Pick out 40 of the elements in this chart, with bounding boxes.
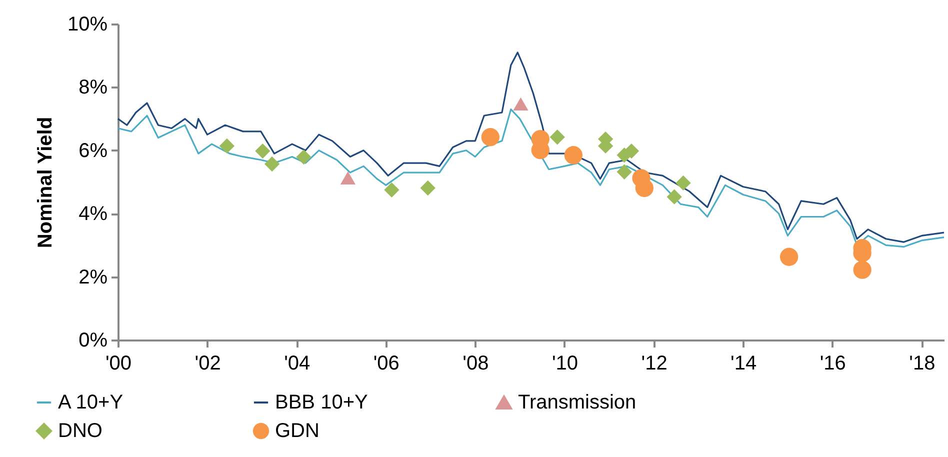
point: [616, 164, 632, 180]
point: [550, 130, 565, 145]
point: [676, 175, 691, 191]
x-tick-label: '04: [284, 352, 310, 374]
point: [340, 171, 356, 184]
x-tick-label: '14: [730, 352, 757, 374]
legend-label: Transmission: [518, 391, 636, 414]
y-tick-label: 0%: [78, 330, 108, 352]
x-tick-label: '08: [462, 352, 489, 374]
x-tick-label: '12: [641, 352, 668, 374]
y-tick-label: 8%: [78, 76, 108, 99]
point: [420, 180, 436, 196]
y-tick-label: 10%: [67, 14, 108, 36]
point: [513, 97, 528, 111]
point: [635, 178, 654, 198]
point: [219, 138, 235, 154]
point: [564, 146, 582, 164]
x-tick-label: '00: [105, 352, 132, 374]
legend-label: DNO: [58, 420, 102, 442]
point: [384, 182, 400, 198]
x-tick-label: '10: [552, 352, 578, 374]
point: [255, 143, 270, 159]
point: [481, 128, 500, 146]
x-tick-label: '06: [373, 352, 400, 374]
legend-label: A 10+Y: [58, 392, 124, 414]
y-tick-label: 6%: [78, 140, 108, 162]
point: [296, 149, 312, 165]
x-tick-label: '16: [820, 352, 846, 374]
x-tick-label: '18: [909, 352, 936, 374]
point: [666, 189, 682, 204]
point: [624, 143, 640, 159]
point: [853, 260, 872, 279]
x-tick-label: '02: [194, 352, 221, 374]
point: [264, 156, 280, 172]
point: [780, 248, 798, 266]
y-tick-label: 2%: [78, 266, 108, 288]
y-axis-title: Nominal Yield: [34, 116, 56, 248]
legend-label: GDN: [275, 420, 320, 442]
y-tick-label: 4%: [78, 203, 108, 226]
legend-label: BBB 10+Y: [275, 392, 368, 414]
